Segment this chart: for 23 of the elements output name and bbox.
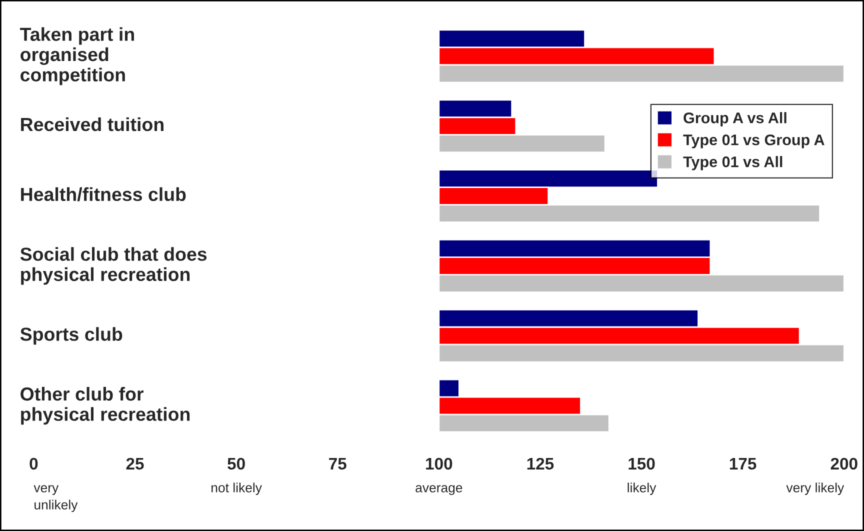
x-tick-label: 0 — [30, 458, 38, 470]
y-tick-label: Sports club — [20, 327, 122, 345]
legend-label: Type 01 vs Group A — [683, 134, 824, 148]
x-tick-label: 200 — [830, 458, 858, 470]
x-tick-label: 50 — [228, 458, 245, 470]
y-tick-label: Health/fitness club — [21, 187, 186, 202]
y-tick-label: Taken part in organised competition — [20, 27, 134, 86]
y-tick-label: Other club for physical recreation — [20, 386, 190, 425]
text: very unlikely — [34, 485, 78, 512]
legend-label: Type 01 vs All — [683, 156, 782, 170]
legend-label: Group A vs All — [684, 112, 786, 126]
text: very likely — [786, 482, 844, 495]
text: not likely — [212, 482, 262, 495]
text: likely — [628, 482, 656, 495]
y-tick-label: Received tuition — [21, 117, 164, 132]
x-tick-label: 75 — [329, 458, 346, 470]
y-tick-label: Social club that does physical recreation — [20, 247, 207, 285]
x-tick-label: 100 — [426, 458, 452, 470]
x-tick-label: 150 — [628, 458, 655, 470]
x-tick-label: 25 — [126, 458, 144, 470]
x-tick-label: 125 — [527, 458, 554, 470]
text: average — [416, 485, 462, 495]
x-tick-label: 175 — [730, 458, 756, 470]
